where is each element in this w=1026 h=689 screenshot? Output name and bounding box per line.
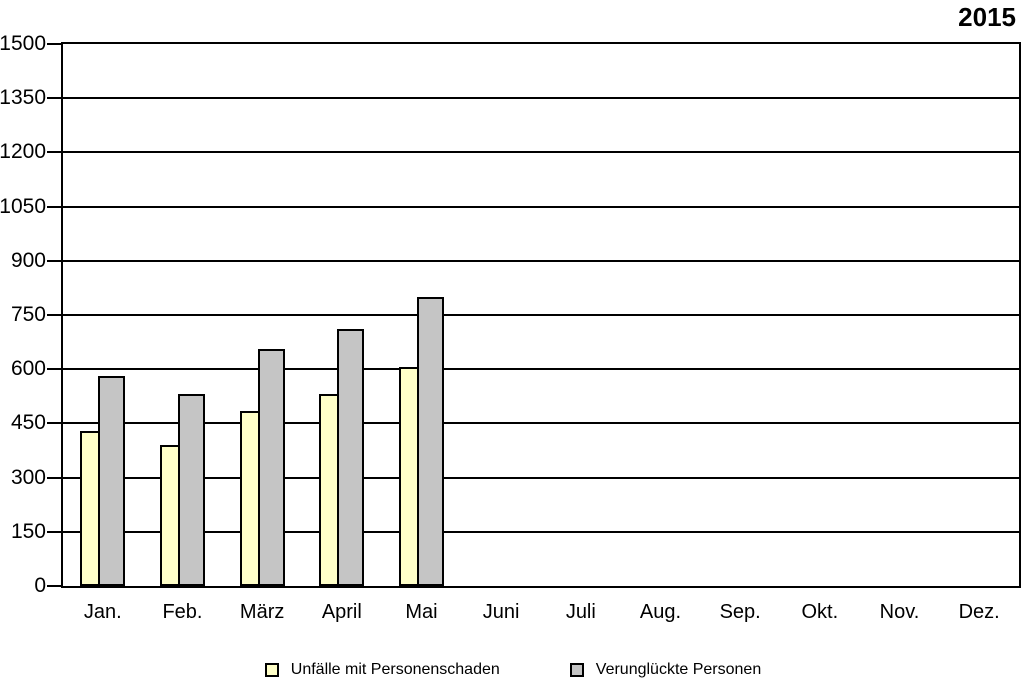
y-axis-label-1350: 1350 bbox=[0, 86, 46, 110]
gridline-450 bbox=[63, 422, 1019, 425]
y-tick-600 bbox=[47, 368, 61, 371]
plot-area bbox=[61, 42, 1021, 588]
y-axis-label-1050: 1050 bbox=[0, 194, 46, 218]
legend-item-unfaelle: Unfälle mit Personenschaden bbox=[264, 661, 500, 679]
y-axis: 0 150 300 450 600 750 900 1050 1200 1350 1500 bbox=[0, 32, 61, 597]
y-axis-label-1200: 1200 bbox=[0, 140, 46, 164]
gridline-1050 bbox=[63, 205, 1019, 208]
y-tick-0 bbox=[47, 585, 61, 587]
bar-verunglueckte-personen-april bbox=[337, 329, 365, 586]
gridline-900 bbox=[63, 259, 1019, 262]
x-axis-label-maerz: März bbox=[239, 601, 285, 623]
y-axis-label-750: 750 bbox=[10, 303, 46, 326]
y-tick-150 bbox=[47, 530, 61, 533]
x-axis-label-sep: Sep. bbox=[719, 601, 761, 623]
gridline-1200 bbox=[63, 151, 1019, 154]
x-axis-label-juli: Juli bbox=[565, 601, 596, 623]
x-axis-label-aug: Aug. bbox=[639, 601, 682, 623]
x-axis-label-juni: Juni bbox=[482, 601, 520, 623]
gridline-300 bbox=[63, 476, 1019, 479]
y-axis-label-600: 600 bbox=[10, 357, 46, 381]
bar-verunglueckte-personen-maerz bbox=[257, 349, 285, 586]
y-tick-450 bbox=[47, 422, 61, 425]
y-axis-label-900: 900 bbox=[10, 248, 46, 272]
legend-label-unfaelle: Unfälle mit Personenschaden bbox=[290, 661, 500, 678]
legend-label-verunglueckte: Verunglückte Personen bbox=[595, 661, 762, 678]
legend-item-verunglueckte: Verunglückte Personen bbox=[569, 661, 762, 679]
bar-verunglueckte-personen-mai bbox=[417, 297, 444, 586]
y-axis-label-450: 450 bbox=[10, 411, 46, 435]
legend-marker-square-icon bbox=[569, 663, 584, 677]
legend-marker-square-icon bbox=[264, 663, 279, 677]
x-axis-label-dez: Dez. bbox=[958, 601, 1000, 623]
x-axis: Jan. Feb. März April Mai Juni Juli Aug. Sep. Okt.… bbox=[63, 601, 1019, 631]
y-tick-300 bbox=[47, 476, 61, 479]
y-axis-label-1500: 1500 bbox=[0, 32, 46, 55]
x-axis-label-jan: Jan. bbox=[83, 601, 122, 623]
y-tick-1500 bbox=[47, 43, 61, 45]
bar-verunglueckte-personen-feb bbox=[178, 394, 205, 586]
y-axis-label-0: 0 bbox=[34, 574, 46, 597]
x-axis-label-mai: Mai bbox=[405, 601, 438, 623]
x-axis-label-okt: Okt. bbox=[801, 601, 839, 623]
y-tick-1350 bbox=[47, 97, 61, 100]
gridline-600 bbox=[63, 368, 1019, 371]
x-axis-label-nov: Nov. bbox=[879, 601, 920, 623]
y-axis-label-150: 150 bbox=[10, 519, 46, 543]
y-tick-900 bbox=[47, 259, 61, 262]
bar-verunglueckte-personen-jan bbox=[98, 376, 126, 586]
gridline-1350 bbox=[63, 97, 1019, 100]
x-axis-label-feb: Feb. bbox=[162, 601, 203, 623]
x-axis-label-april: April bbox=[321, 601, 362, 623]
y-tick-1050 bbox=[47, 205, 61, 208]
chart-title: 2015 bbox=[958, 2, 1016, 32]
legend: Unfälle mit Personenschaden Verunglückte… bbox=[0, 661, 1026, 679]
y-tick-750 bbox=[47, 314, 61, 316]
y-tick-1200 bbox=[47, 151, 61, 154]
gridline-750 bbox=[63, 314, 1019, 316]
gridline-150 bbox=[63, 530, 1019, 533]
y-axis-label-300: 300 bbox=[10, 465, 46, 489]
